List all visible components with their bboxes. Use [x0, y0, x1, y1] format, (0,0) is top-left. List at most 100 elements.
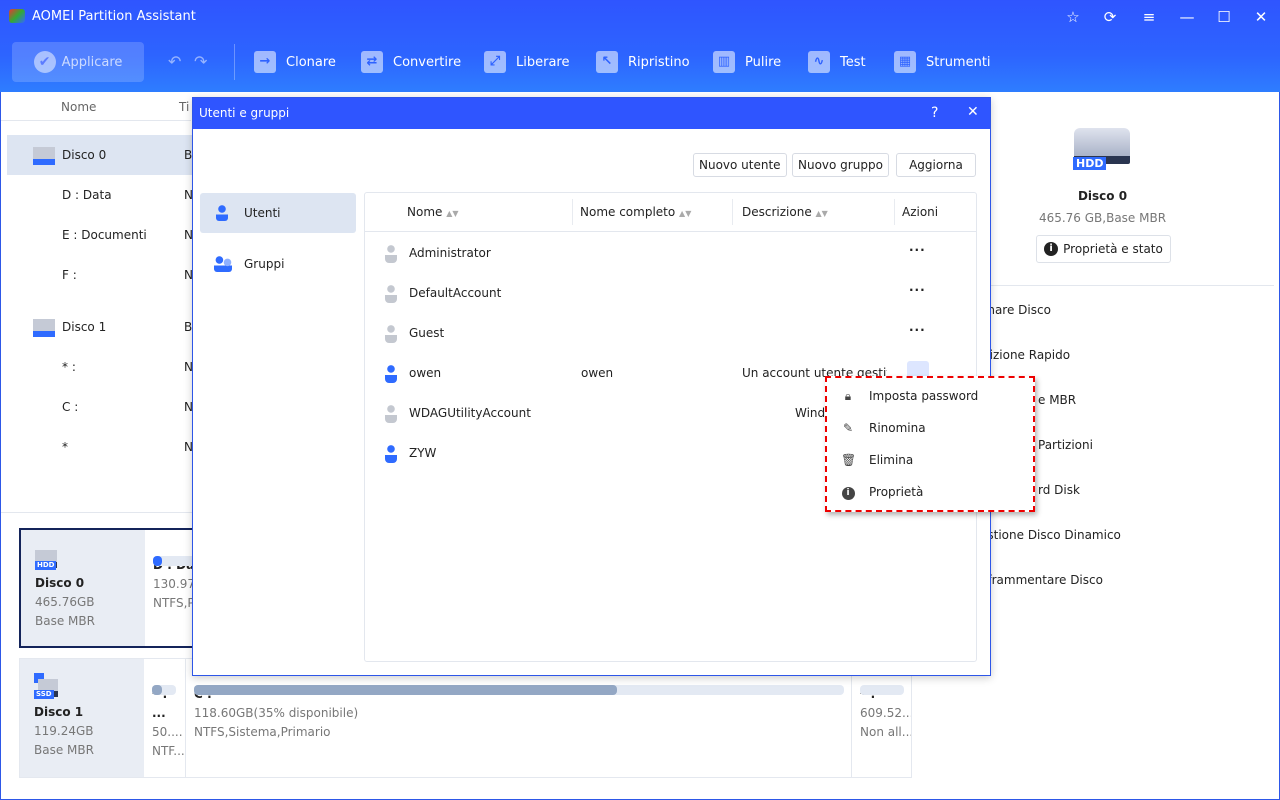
row-name: * [62, 440, 68, 454]
disk-name: Disco 1 [34, 705, 84, 719]
usage-bar [194, 685, 844, 695]
tool-free-up[interactable]: ⤢ Liberare [484, 50, 569, 74]
dialog-title: Utenti e gruppi [199, 106, 290, 120]
table-row[interactable]: Guest ··· [365, 313, 976, 353]
disk-row-1[interactable]: Disco 1 B [7, 307, 197, 347]
sidebar-item-users[interactable]: Utenti [200, 193, 356, 233]
info-icon: i [1044, 242, 1059, 256]
column-name[interactable]: Nome [61, 100, 97, 114]
column-header-description[interactable]: Descrizione ▲▼ [742, 205, 828, 219]
user-full-name: owen [581, 366, 614, 380]
help-icon[interactable]: ? [931, 105, 939, 121]
new-user-button[interactable]: Nuovo utente [693, 153, 787, 177]
row-type: N [184, 188, 193, 202]
refresh-icon[interactable]: ⟳ [1103, 8, 1117, 26]
more-actions-icon[interactable]: ··· [909, 323, 926, 337]
lock-icon: 🔒︎ [844, 388, 852, 403]
disk-row-0[interactable]: Disco 0 B [7, 135, 197, 175]
trash-icon: 🗑︎ [841, 453, 857, 467]
more-actions-icon[interactable]: ··· [909, 243, 926, 257]
partition-row[interactable]: * : N [7, 347, 197, 387]
app-logo-icon [9, 9, 25, 23]
menu-item-rename[interactable]: ✎ Rinomina [827, 412, 1033, 444]
row-type: N [184, 440, 193, 454]
tool-label: Ripristino [628, 54, 690, 70]
windows-icon [34, 673, 44, 683]
op-mbr[interactable]: e MBR [1038, 393, 1077, 407]
disk-name: Disco 0 [35, 576, 85, 590]
close-icon[interactable]: ✕ [967, 104, 979, 120]
table-row[interactable]: DefaultAccount ··· [365, 273, 976, 313]
row-type: N [184, 400, 193, 414]
op-dynamic-disk[interactable]: estione Disco Dinamico [980, 528, 1121, 542]
user-description: Windo [795, 406, 833, 420]
partition-row[interactable]: C : N [7, 387, 197, 427]
minimize-icon[interactable]: — [1179, 8, 1195, 26]
partition-row[interactable]: F : N [7, 255, 197, 295]
refresh-button[interactable]: Aggiorna [896, 153, 976, 177]
apply-button[interactable]: ✔ Applicare [12, 42, 144, 82]
disk-title: Disco 0 [1077, 189, 1128, 203]
op-hard-disk[interactable]: rd Disk [1038, 483, 1080, 497]
user-name: ZYW [409, 446, 437, 460]
column-type[interactable]: Ti [179, 100, 190, 114]
tool-convert[interactable]: ⇄ Convertire [361, 50, 461, 74]
disk-details-panel: HDD Disco 0 465.76 GB,Base MBR i Propriet… [930, 92, 1280, 800]
op-clone-disk[interactable]: onare Disco [980, 303, 1051, 317]
group-icon [214, 256, 232, 272]
tool-label: Clonare [286, 54, 336, 70]
table-row[interactable]: WDAGUtilityAccount Windo [365, 393, 976, 433]
partition-block[interactable]: * :609.52...Non all... [852, 659, 912, 777]
tool-wipe[interactable]: ▥ Pulire [713, 50, 781, 74]
menu-item-set-password[interactable]: 🔒︎ Imposta password [827, 380, 1033, 412]
op-defrag-disk[interactable]: eframmentare Disco [980, 573, 1103, 587]
divider [970, 285, 1274, 286]
partition-row[interactable]: * N [7, 427, 197, 467]
row-type: N [184, 360, 193, 374]
tool-label: Strumenti [926, 54, 991, 70]
properties-button[interactable]: i Proprietà e stato [1036, 235, 1171, 263]
recovery-icon: ↖ [596, 51, 618, 73]
row-type: B [184, 148, 193, 162]
tool-recovery[interactable]: ↖ Ripristino [596, 50, 690, 74]
column-header-full-name[interactable]: Nome completo ▲▼ [580, 205, 691, 219]
undo-icon[interactable]: ↶ [168, 52, 182, 71]
hdd-icon [33, 147, 55, 165]
star-icon[interactable]: ☆ [1066, 8, 1080, 26]
usage-fill [153, 556, 162, 566]
column-header-name[interactable]: Nome ▲▼ [407, 205, 459, 219]
user-icon [385, 285, 397, 303]
clone-icon: → [254, 51, 276, 73]
partition-row[interactable]: D : Data N [7, 175, 197, 215]
menu-item-delete[interactable]: 🗑︎ Elimina [827, 444, 1033, 476]
more-actions-icon[interactable]: ··· [909, 283, 926, 297]
maximize-icon[interactable]: ☐ [1217, 8, 1231, 26]
sidebar-label: Utenti [244, 206, 281, 220]
partition-row[interactable]: E : Documenti N [7, 215, 197, 255]
close-icon[interactable]: ✕ [1254, 8, 1268, 26]
op-partitions[interactable]: Partizioni [1038, 438, 1093, 452]
row-name: D : Data [62, 188, 112, 202]
partition-block[interactable]: C :118.60GB(35% disponibile)NTFS,Sistema… [186, 659, 852, 777]
user-name: DefaultAccount [409, 286, 502, 300]
redo-icon[interactable]: ↷ [194, 52, 208, 71]
hdd-badge: HDD [1073, 157, 1107, 170]
op-quick-partition[interactable]: rtizione Rapido [980, 348, 1071, 362]
tool-tools[interactable]: ▦ Strumenti [894, 50, 991, 74]
tool-clone[interactable]: → Clonare [254, 50, 336, 74]
disk-card-info: SSD Disco 1 119.24GB Base MBR [20, 659, 144, 777]
menu-label: Elimina [869, 453, 914, 467]
divider [894, 199, 895, 225]
sidebar-item-groups[interactable]: Gruppi [200, 244, 356, 284]
table-row[interactable]: Administrator ··· [365, 233, 976, 273]
header-label: Descrizione [742, 205, 812, 219]
tools-icon: ▦ [894, 51, 916, 73]
partition-block[interactable]: * : ...50....NTF... [144, 659, 186, 777]
partition-fs: NTFS,P [153, 596, 195, 610]
tool-test[interactable]: ∿ Test [808, 50, 866, 74]
menu-icon[interactable]: ≡ [1142, 8, 1156, 26]
table-row[interactable]: ZYW [365, 433, 976, 473]
new-group-button[interactable]: Nuovo gruppo [792, 153, 889, 177]
menu-item-properties[interactable]: i Proprietà [827, 476, 1033, 508]
